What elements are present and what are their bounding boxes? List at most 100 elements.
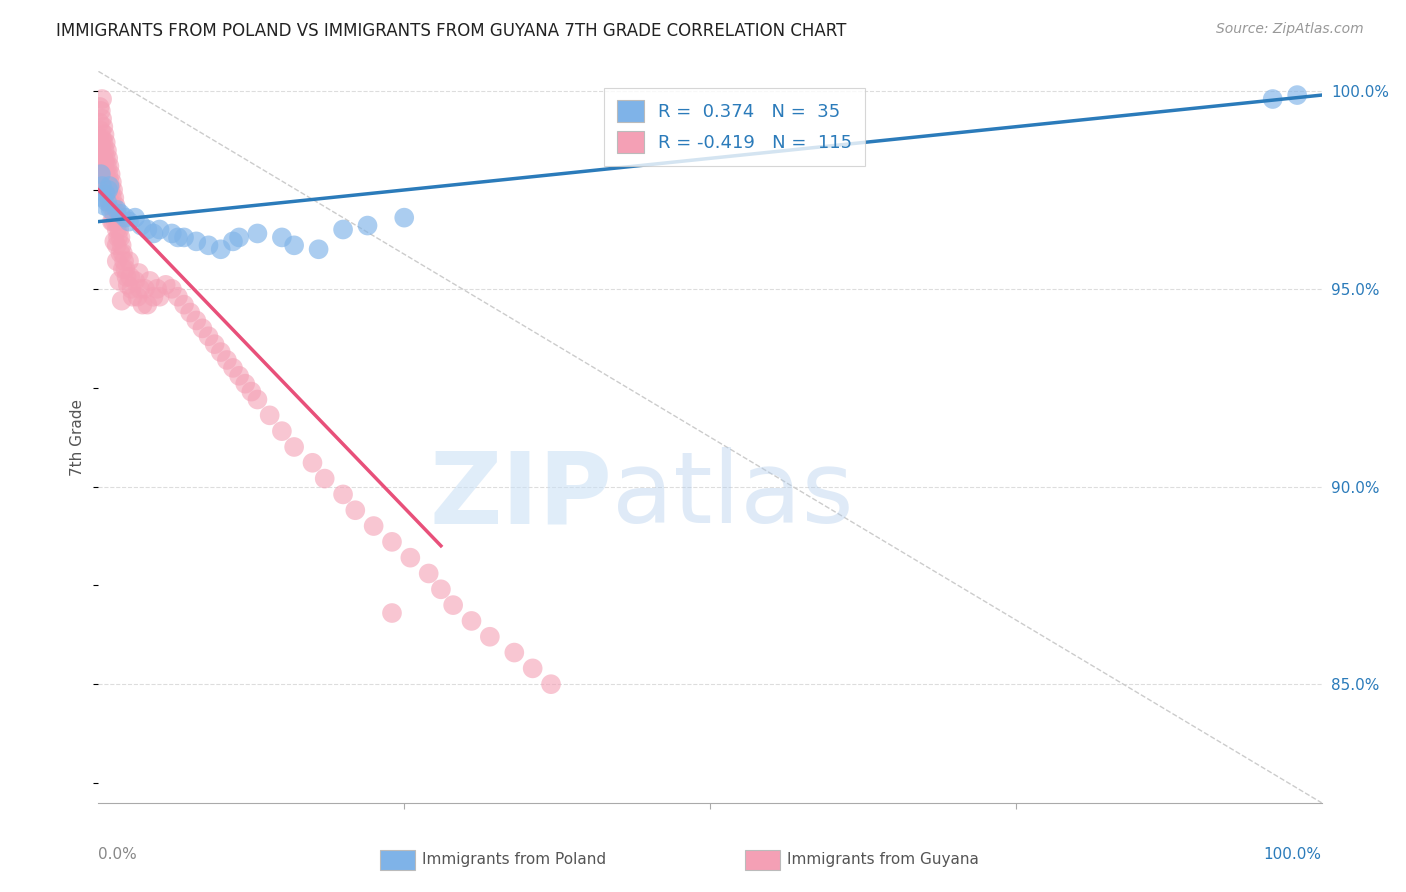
Point <box>127 290 149 304</box>
Point <box>94 186 117 201</box>
Point <box>90 103 112 118</box>
Text: 0.0%: 0.0% <box>98 847 138 862</box>
Point <box>308 242 330 256</box>
Point <box>101 183 124 197</box>
Point <box>503 646 526 660</box>
Point <box>101 175 124 189</box>
Point <box>100 167 122 181</box>
Point <box>117 277 139 292</box>
Point <box>129 282 152 296</box>
Point <box>93 144 115 158</box>
Point <box>89 100 111 114</box>
Point <box>105 238 128 252</box>
Point <box>179 305 201 319</box>
Point <box>167 290 190 304</box>
Point <box>186 313 208 327</box>
Point <box>430 582 453 597</box>
Point <box>441 598 464 612</box>
Point <box>270 230 294 244</box>
Point <box>91 179 114 194</box>
Point <box>118 254 141 268</box>
Point <box>460 614 482 628</box>
Point <box>115 269 138 284</box>
Point <box>167 230 190 244</box>
Point <box>142 227 165 241</box>
Point <box>94 167 117 181</box>
Point <box>112 254 135 268</box>
Point <box>98 159 121 173</box>
Point <box>105 222 128 236</box>
Point <box>283 440 305 454</box>
Point <box>104 214 127 228</box>
Point <box>93 128 115 142</box>
Point <box>191 321 214 335</box>
Point <box>301 456 323 470</box>
Point <box>186 235 208 249</box>
Point <box>98 194 121 209</box>
Point <box>246 227 269 241</box>
Text: Source: ZipAtlas.com: Source: ZipAtlas.com <box>1216 22 1364 37</box>
Point <box>110 246 132 260</box>
Point <box>1261 92 1284 106</box>
Point <box>105 254 128 268</box>
Point <box>114 211 136 225</box>
Point <box>114 262 136 277</box>
Point <box>110 230 132 244</box>
Point <box>91 191 114 205</box>
Point <box>344 503 367 517</box>
Point <box>91 152 114 166</box>
Point <box>136 222 159 236</box>
Point <box>110 207 132 221</box>
Point <box>314 472 336 486</box>
Point <box>149 222 172 236</box>
Point <box>222 235 245 249</box>
Point <box>91 131 114 145</box>
Point <box>283 238 305 252</box>
Point <box>197 238 219 252</box>
Point <box>108 222 131 236</box>
Point <box>124 211 146 225</box>
Point <box>136 298 159 312</box>
Point <box>155 277 177 292</box>
Point <box>105 207 128 221</box>
Point <box>91 120 114 134</box>
Point <box>93 175 115 189</box>
Point <box>392 211 416 225</box>
Point <box>139 274 162 288</box>
Point <box>91 167 114 181</box>
Point <box>209 345 232 359</box>
Point <box>91 152 114 166</box>
Point <box>93 155 115 169</box>
Point <box>222 360 245 375</box>
Point <box>142 290 165 304</box>
Point <box>97 183 120 197</box>
Point <box>97 167 120 181</box>
Point <box>228 230 250 244</box>
Point <box>228 368 250 383</box>
Point <box>146 282 169 296</box>
Point <box>89 144 111 158</box>
Point <box>197 329 219 343</box>
Point <box>270 424 294 438</box>
Point <box>128 266 150 280</box>
Point <box>111 293 134 308</box>
Point <box>94 136 117 150</box>
Text: ZIP: ZIP <box>429 447 612 544</box>
Point <box>246 392 269 407</box>
Point <box>100 183 122 197</box>
Point <box>100 202 122 217</box>
Point <box>120 282 142 296</box>
Point <box>105 202 128 217</box>
Point <box>118 214 141 228</box>
Point <box>93 159 115 173</box>
Point <box>356 219 378 233</box>
Point <box>418 566 440 581</box>
Point <box>209 242 232 256</box>
Point <box>96 144 118 158</box>
Point <box>101 199 124 213</box>
Point <box>104 199 127 213</box>
Text: 100.0%: 100.0% <box>1264 847 1322 862</box>
Point <box>103 235 125 249</box>
Point <box>259 409 281 423</box>
Point <box>89 131 111 145</box>
